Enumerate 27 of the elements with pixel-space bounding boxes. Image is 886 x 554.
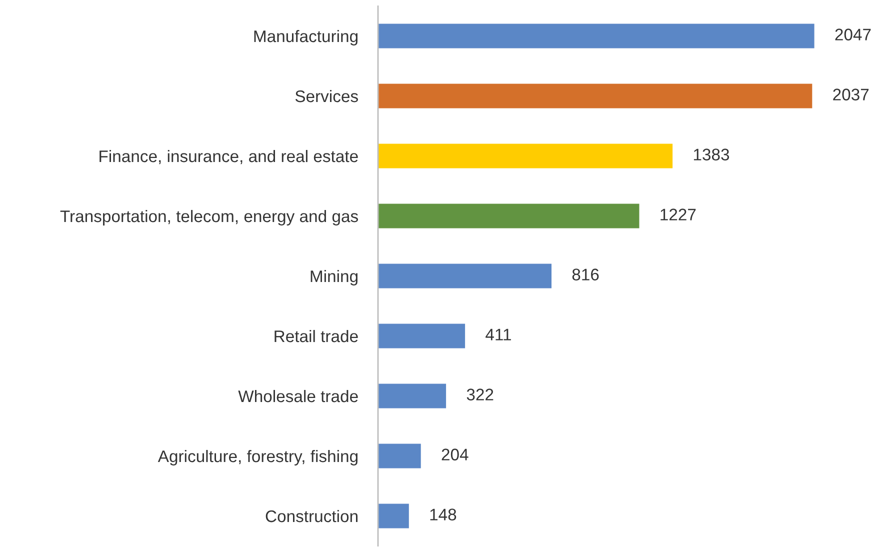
y-tick-label: Services [295, 90, 358, 102]
y-tick-label: Agriculture, forestry, fishing [158, 450, 358, 466]
bar [378, 82, 814, 110]
bar [378, 142, 674, 170]
bar [378, 262, 553, 290]
data-label: 816 [572, 268, 599, 280]
y-tick-label: Mining [310, 270, 358, 286]
bar [378, 202, 641, 230]
bar [378, 22, 815, 50]
y-tick-label: Finance, insurance, and real estate [100, 150, 358, 164]
data-label: 2047 [835, 28, 871, 40]
data-label: 1383 [694, 148, 730, 160]
bar [378, 382, 448, 410]
y-tick-label: Retail trade [274, 330, 358, 342]
y-tick-label: Wholesale trade [238, 390, 358, 402]
bar [378, 502, 410, 530]
y-tick-label: Construction [266, 510, 358, 522]
y-tick-label: Manufacturing [254, 30, 358, 46]
data-label: 411 [486, 328, 511, 340]
data-label: 322 [466, 388, 494, 400]
data-label: 2037 [833, 88, 869, 100]
data-label: 148 [430, 508, 456, 520]
data-label: 204 [442, 448, 468, 460]
bar [378, 442, 422, 470]
y-tick-label: Transportation, telecom, energy and gas [60, 210, 358, 226]
bar [378, 322, 466, 350]
data-label: 1227 [660, 208, 696, 220]
